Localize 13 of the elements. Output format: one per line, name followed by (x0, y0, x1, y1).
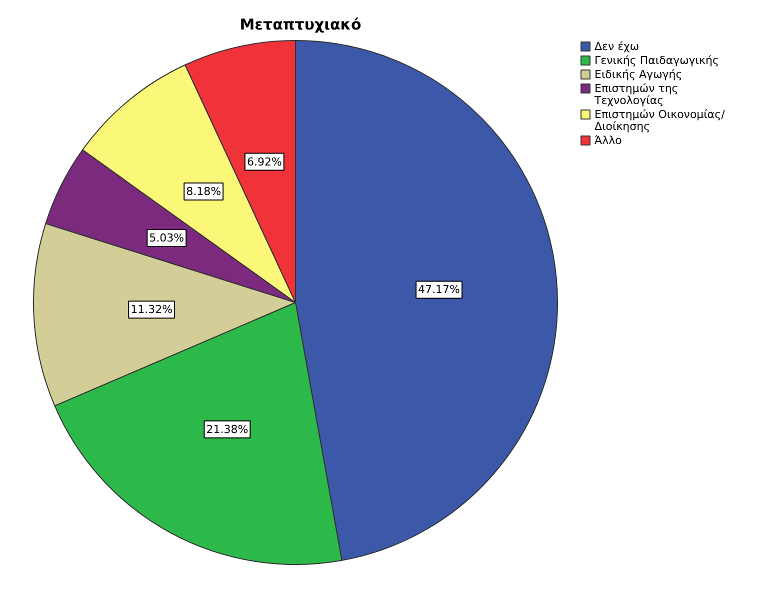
data-label: 11.32% (130, 303, 173, 316)
legend-label: Γενικής Παιδαγωγικής (594, 54, 719, 67)
legend-label: Επιστημών της Τεχνολογίας (594, 82, 678, 107)
legend-label: Ειδικής Αγωγής (594, 68, 682, 81)
data-label: 5.03% (149, 232, 184, 245)
data-label: 47.17% (418, 283, 460, 296)
chart-title: Μεταπτυχιακό (240, 16, 362, 34)
legend-label: Δεν έχω (594, 40, 640, 53)
data-label: 21.38% (206, 422, 248, 436)
legend-label: Επιστημών Οικονομίας/ Διοίκησης (594, 108, 726, 133)
data-label: 6.92% (246, 155, 282, 168)
data-label: 8.18% (186, 185, 222, 198)
legend-label: Άλλο (594, 134, 622, 147)
